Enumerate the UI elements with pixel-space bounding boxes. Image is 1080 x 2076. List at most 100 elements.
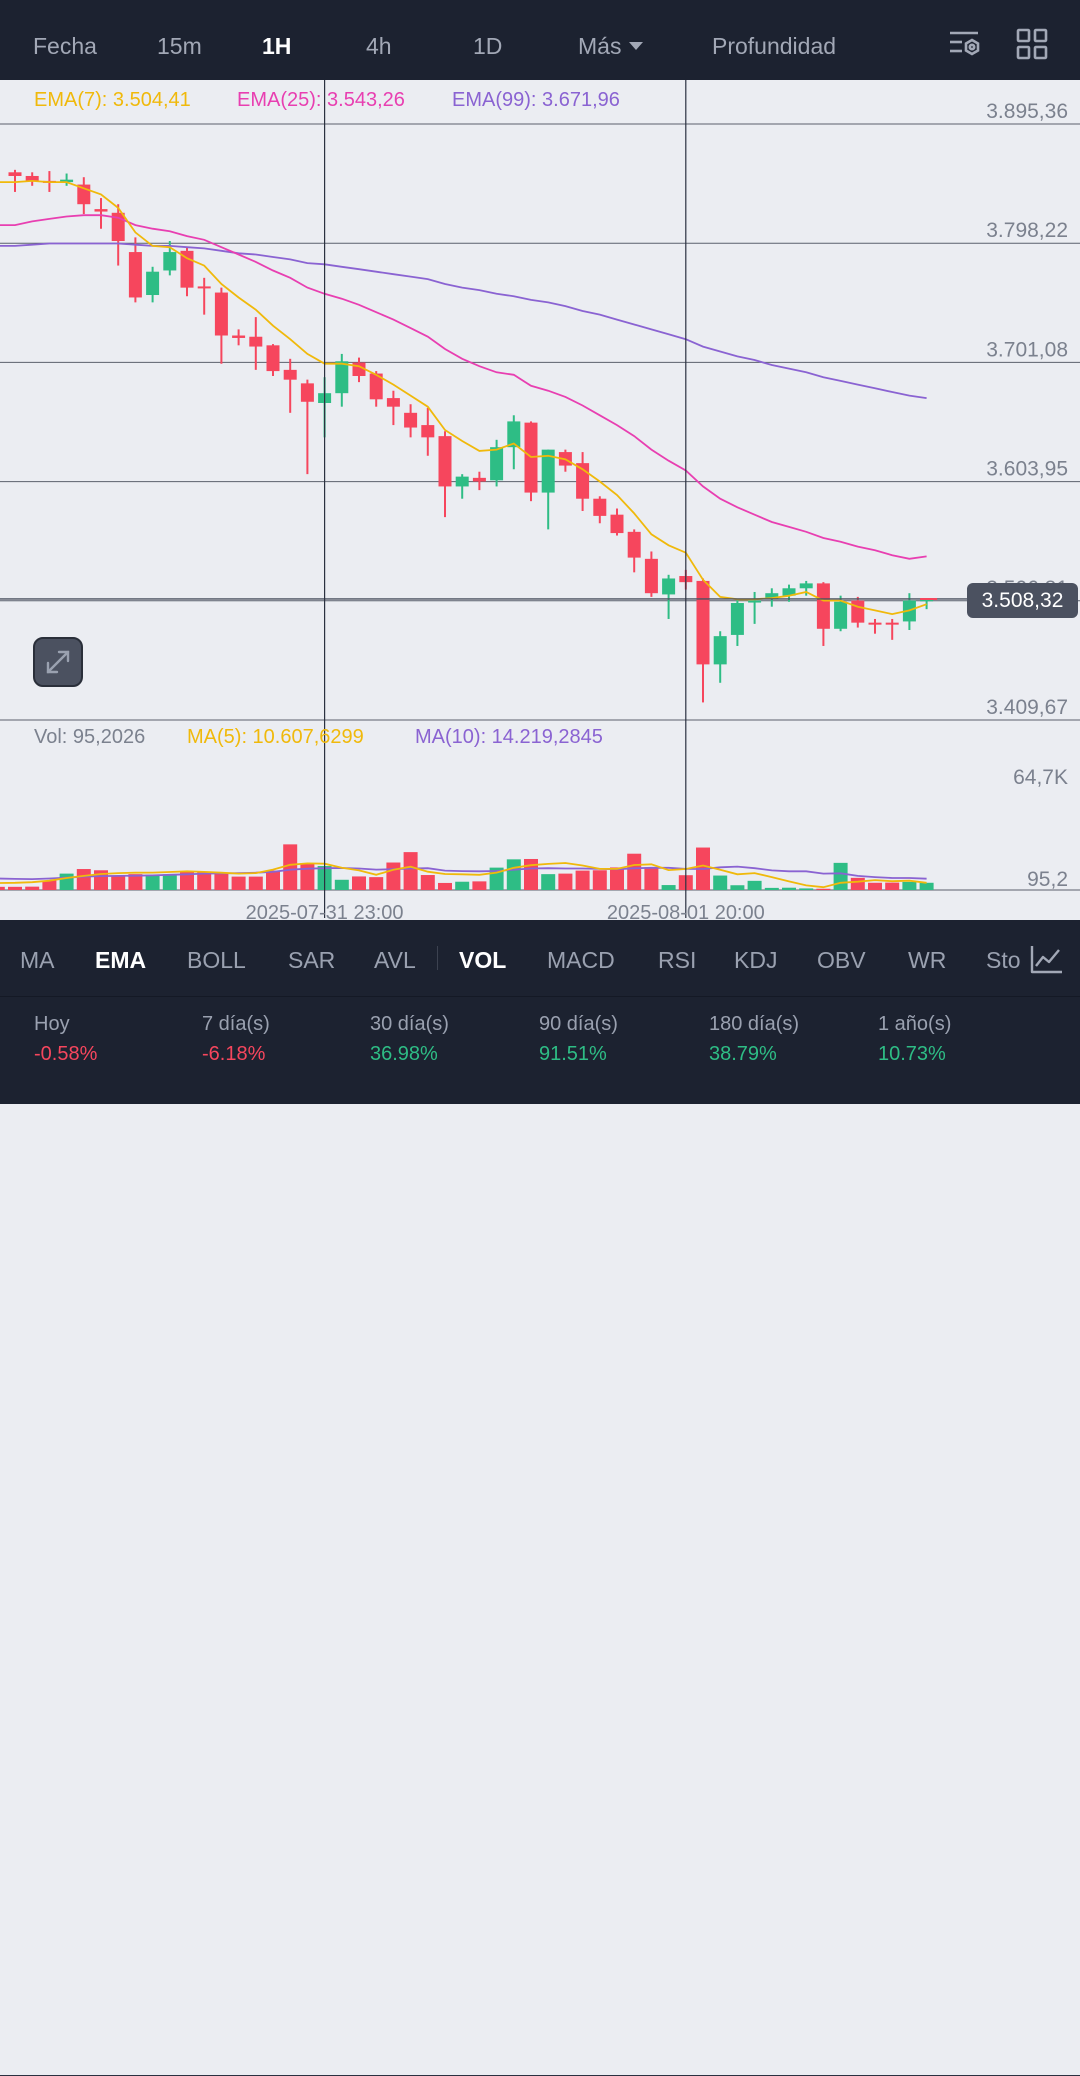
volume-bar bbox=[472, 881, 487, 890]
volume-bar bbox=[747, 880, 762, 890]
candle-body bbox=[920, 599, 934, 602]
tab-4h[interactable]: 4h bbox=[366, 33, 392, 59]
indicator-avl[interactable]: AVL bbox=[374, 947, 416, 973]
indicator-macd[interactable]: MACD bbox=[547, 947, 615, 973]
layout-grid-icon[interactable] bbox=[1016, 28, 1048, 60]
time-axis-label: 2025-07-31 23:00 bbox=[246, 902, 404, 920]
ema25-legend: EMA(25): 3.543,26 bbox=[237, 89, 405, 111]
candle-body bbox=[146, 271, 160, 296]
volume-bar bbox=[128, 874, 143, 890]
indicator-toolbar: MA EMA BOLL SAR AVL VOL MACD RSI KDJ OBV… bbox=[0, 920, 1080, 996]
volume-bar bbox=[885, 882, 900, 890]
volume-bar bbox=[558, 873, 573, 890]
candle-body bbox=[8, 172, 22, 176]
candle-body bbox=[593, 498, 607, 516]
candle-body bbox=[472, 477, 486, 482]
volume-ma5-line bbox=[0, 862, 927, 889]
volume-bar bbox=[214, 872, 229, 890]
candle-body bbox=[782, 588, 796, 596]
indicator-kdj[interactable]: KDJ bbox=[734, 947, 778, 973]
volume-bar bbox=[455, 881, 470, 890]
candle-body bbox=[249, 336, 263, 347]
ema99-legend: EMA(99): 3.671,96 bbox=[452, 89, 620, 111]
vol-ma10-legend: MA(10): 14.219,2845 bbox=[415, 726, 603, 748]
volume-bar bbox=[541, 874, 556, 890]
candle-body bbox=[490, 447, 504, 481]
tab-1h[interactable]: 1H bbox=[262, 33, 292, 59]
indicator-obv[interactable]: OBV bbox=[817, 947, 866, 973]
volume-bar bbox=[816, 888, 831, 890]
indicator-boll[interactable]: BOLL bbox=[187, 947, 246, 973]
volume-bar bbox=[868, 882, 882, 890]
candle-body bbox=[834, 601, 848, 629]
expand-icon bbox=[46, 650, 70, 674]
volume-bar bbox=[919, 882, 934, 890]
tab-1d[interactable]: 1D bbox=[473, 33, 503, 59]
indicator-rsi[interactable]: RSI bbox=[658, 947, 697, 973]
stat-label-today: Hoy bbox=[34, 1013, 70, 1035]
volume-bar bbox=[730, 885, 745, 890]
volume-legend: Vol: 95,2026 bbox=[34, 726, 146, 748]
volume-bar bbox=[42, 880, 57, 890]
tab-fecha[interactable]: Fecha bbox=[33, 33, 97, 59]
volume-bar bbox=[438, 882, 452, 890]
volume-bar bbox=[524, 858, 538, 890]
stat-label-7d: 7 día(s) bbox=[202, 1013, 270, 1035]
volume-bar bbox=[0, 886, 5, 890]
candle-body bbox=[404, 412, 418, 428]
indicator-divider bbox=[437, 946, 438, 970]
volume-bar bbox=[197, 872, 212, 890]
candle-body bbox=[696, 580, 710, 665]
indicator-ema[interactable]: EMA bbox=[95, 947, 147, 973]
candle-body bbox=[25, 175, 39, 181]
indicator-sar[interactable]: SAR bbox=[288, 947, 336, 973]
volume-bar bbox=[403, 852, 418, 890]
time-axis-label: 2025-08-01 20:00 bbox=[607, 902, 765, 920]
caret-down-icon bbox=[629, 41, 644, 50]
volume-bar bbox=[627, 853, 642, 890]
tab-profundidad[interactable]: Profundidad bbox=[712, 33, 837, 59]
volume-bar bbox=[764, 887, 779, 890]
volume-bar bbox=[592, 870, 607, 890]
indicator-wr[interactable]: WR bbox=[908, 947, 947, 973]
candle-body bbox=[507, 421, 521, 448]
volume-bar bbox=[76, 869, 91, 890]
volume-bar bbox=[145, 874, 160, 890]
more-dropdown[interactable]: Más bbox=[578, 0, 644, 80]
volume-bar bbox=[300, 863, 315, 890]
indicator-ma[interactable]: MA bbox=[20, 947, 55, 973]
chart-settings-icon[interactable] bbox=[948, 28, 982, 60]
volume-bar bbox=[833, 862, 848, 890]
indicator-settings-icon[interactable] bbox=[1030, 944, 1064, 974]
ema7-line bbox=[0, 179, 927, 616]
stat-label-90d: 90 día(s) bbox=[539, 1013, 618, 1035]
expand-chart-button[interactable] bbox=[33, 637, 83, 687]
indicator-sto[interactable]: Sto bbox=[986, 947, 1021, 973]
ema7-legend: EMA(7): 3.504,41 bbox=[34, 89, 191, 111]
candle-body bbox=[283, 369, 297, 380]
volume-bar bbox=[661, 885, 676, 890]
stat-value-180d: 38.79% bbox=[709, 1043, 777, 1065]
stat-value-90d: 91.51% bbox=[539, 1043, 607, 1065]
candle-body bbox=[885, 622, 899, 625]
volume-bar bbox=[420, 875, 435, 890]
chart-canvas[interactable]: 3.895,363.798,223.701,083.603,953.506,81… bbox=[0, 80, 1080, 920]
indicator-vol[interactable]: VOL bbox=[459, 947, 507, 973]
more-label: Más bbox=[578, 33, 622, 59]
volume-bar bbox=[902, 881, 917, 890]
volume-bar bbox=[180, 871, 194, 890]
ema25-line bbox=[0, 214, 927, 560]
tab-15m[interactable]: 15m bbox=[157, 33, 202, 59]
candlestick-chart[interactable]: 3.895,363.798,223.701,083.603,953.506,81… bbox=[0, 80, 1080, 920]
stat-label-30d: 30 día(s) bbox=[370, 1013, 449, 1035]
candle-body bbox=[816, 583, 830, 629]
candle-body bbox=[765, 593, 779, 600]
candle-body bbox=[799, 583, 813, 589]
volume-bar bbox=[782, 887, 796, 890]
volume-bar bbox=[386, 862, 401, 890]
volume-bar bbox=[111, 876, 126, 890]
stat-value-today: -0.58% bbox=[34, 1043, 98, 1065]
candle-body bbox=[644, 558, 658, 594]
candle-body bbox=[386, 398, 400, 407]
volume-bar bbox=[352, 876, 366, 890]
